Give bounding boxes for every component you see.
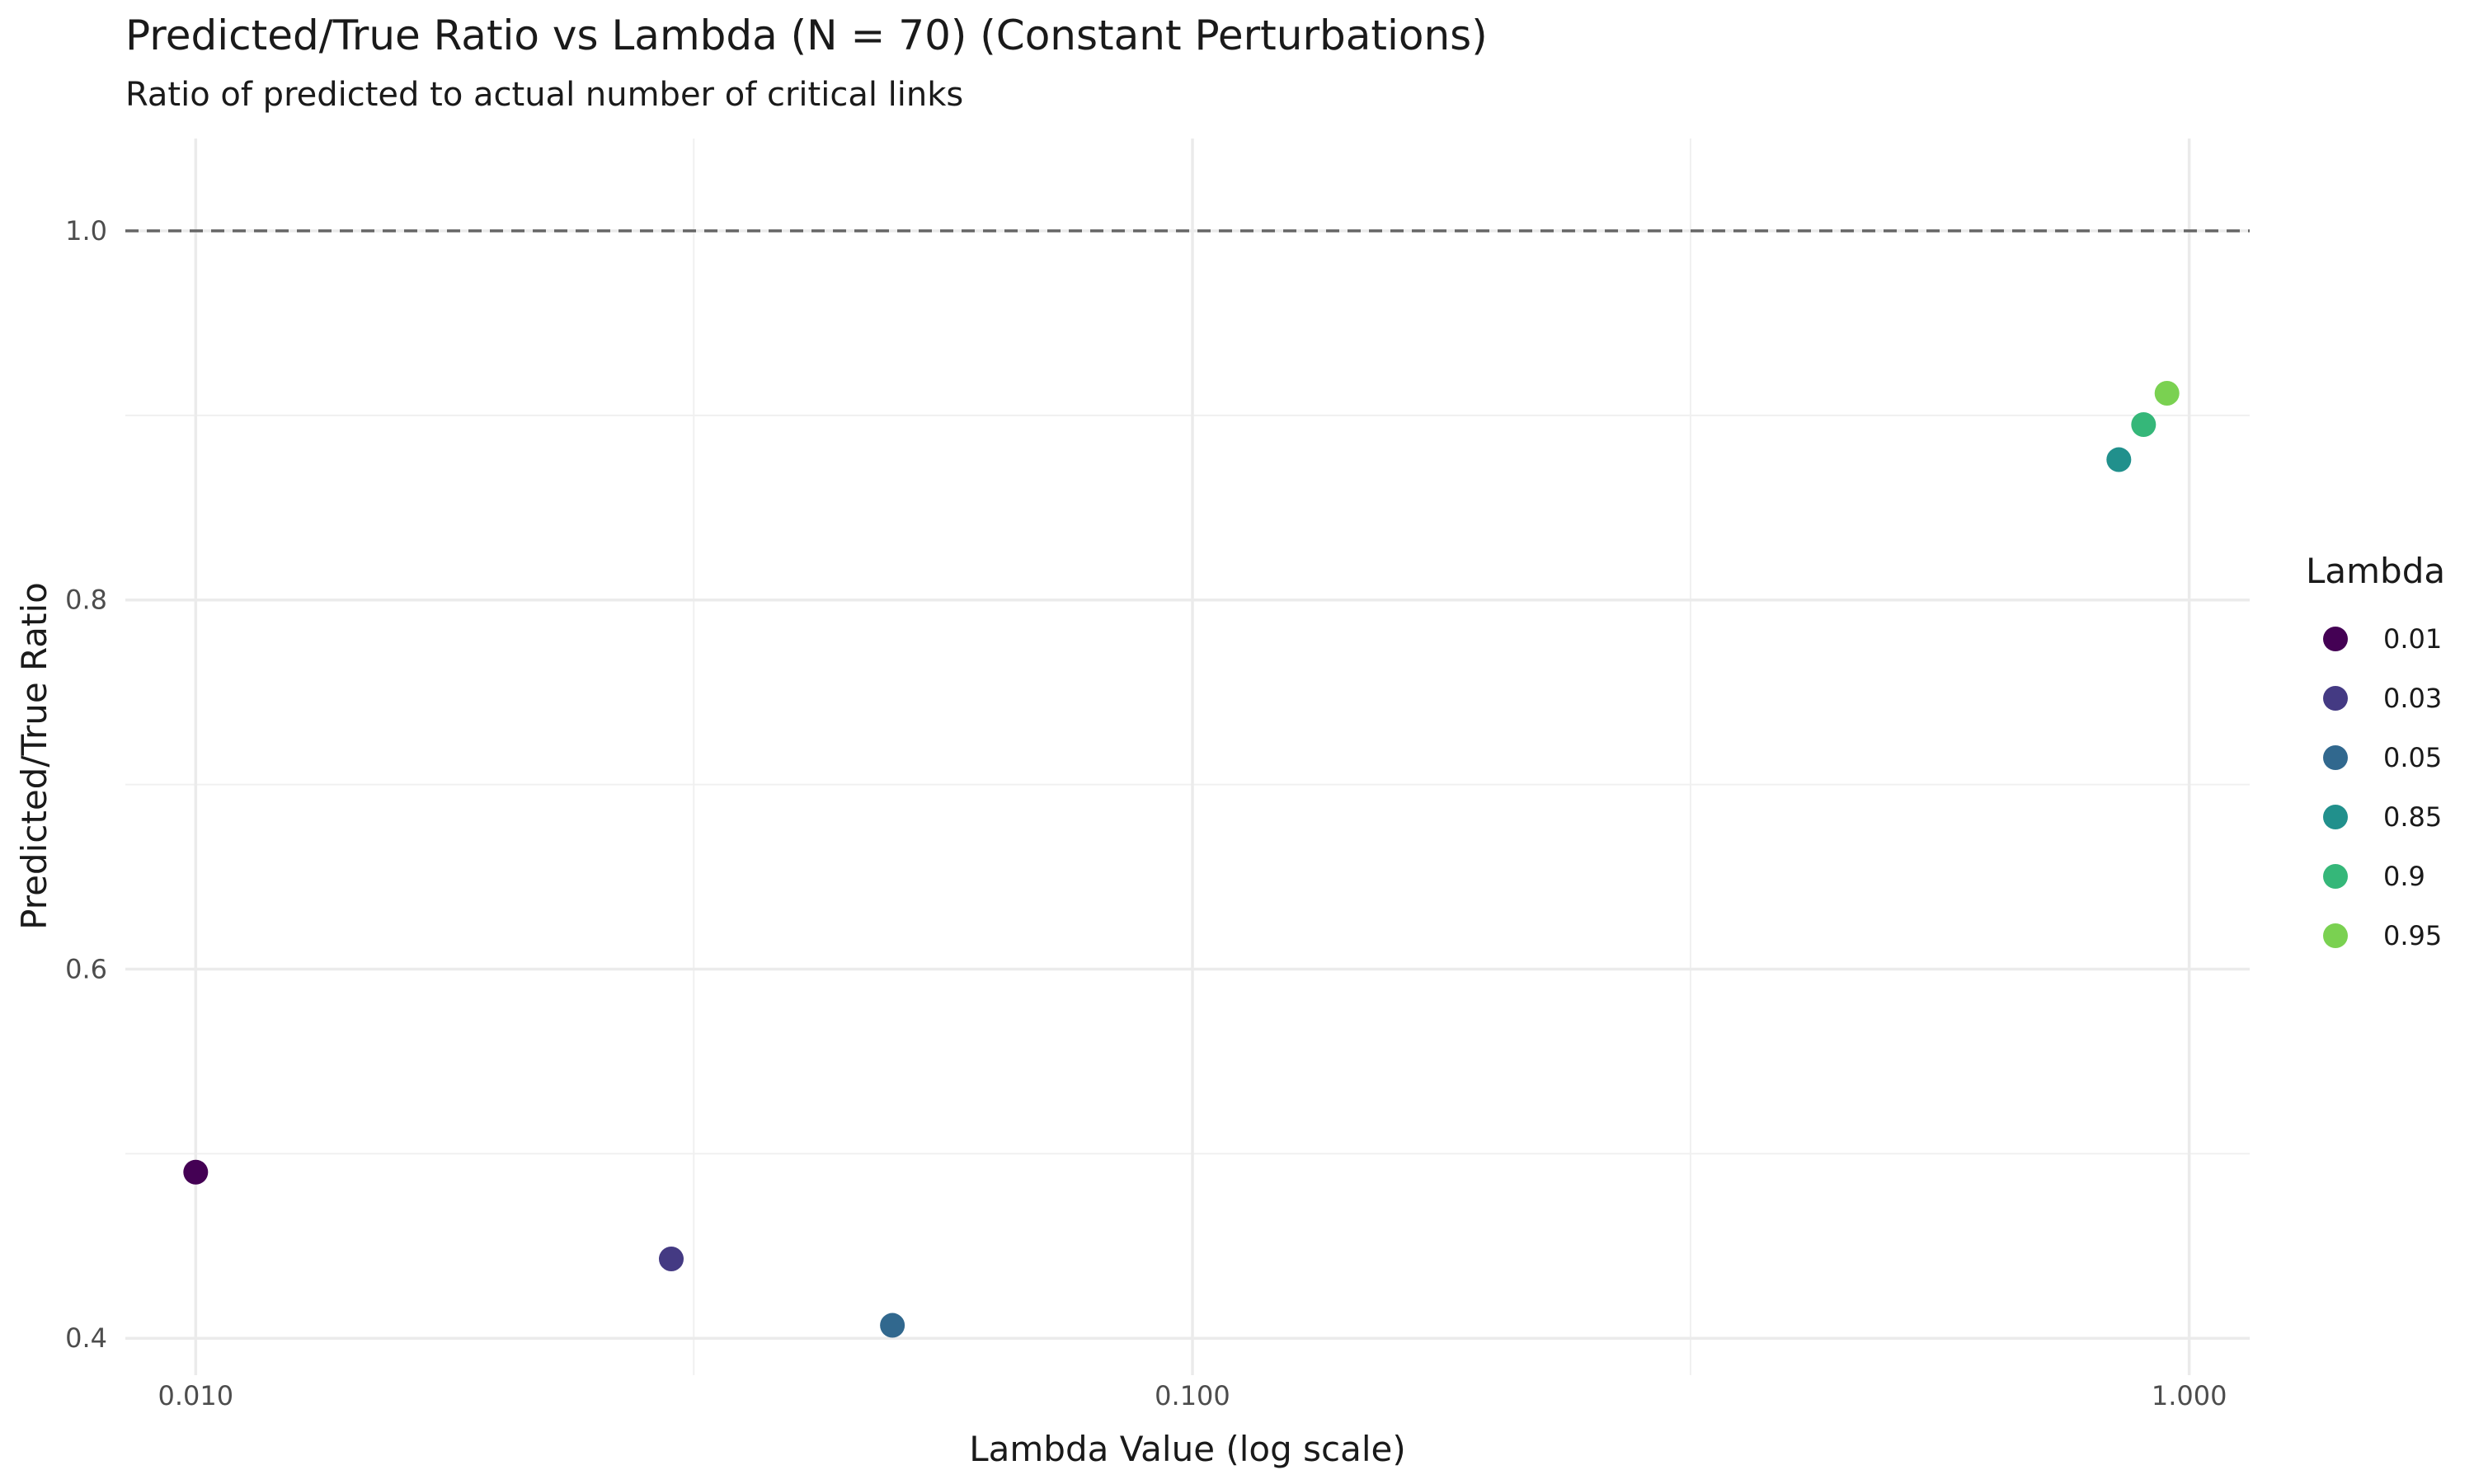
- legend-key: [2323, 923, 2348, 948]
- y-axis-title: Predicted/True Ratio: [14, 582, 54, 930]
- x-axis-title: Lambda Value (log scale): [969, 1429, 1406, 1469]
- legend-key: [2323, 686, 2348, 711]
- y-tick-label: 0.6: [65, 953, 107, 984]
- legend-key: [2323, 864, 2348, 889]
- y-tick-label: 0.8: [65, 585, 107, 616]
- legend: Lambda 0.01 0.03 0.05 0.85 0.9 0.95: [2306, 551, 2445, 951]
- x-tick-label: 1.000: [2152, 1380, 2227, 1411]
- legend-label: 0.9: [2383, 861, 2425, 892]
- legend-label: 0.95: [2383, 920, 2442, 951]
- legend-label: 0.03: [2383, 683, 2442, 714]
- data-point: [658, 1246, 684, 1271]
- x-tick-label: 0.100: [1155, 1380, 1230, 1411]
- chart-subtitle: Ratio of predicted to actual number of c…: [125, 76, 963, 114]
- y-tick-label: 0.4: [65, 1322, 107, 1354]
- legend-key: [2323, 805, 2348, 829]
- data-point: [2131, 412, 2157, 438]
- legend-key: [2323, 745, 2348, 770]
- data-point: [880, 1313, 905, 1338]
- data-point: [2154, 380, 2180, 406]
- legend-label: 0.01: [2383, 623, 2442, 655]
- data-point: [183, 1159, 209, 1185]
- y-axis-ticks: 0.4 0.6 0.8 1.0: [65, 215, 107, 1354]
- data-points: [183, 380, 2180, 1338]
- legend-key: [2323, 627, 2348, 651]
- x-axis-ticks: 0.010 0.100 1.000: [158, 1380, 2227, 1411]
- data-point: [2106, 447, 2132, 472]
- chart-title: Predicted/True Ratio vs Lambda (N = 70) …: [125, 12, 1488, 59]
- legend-label: 0.85: [2383, 801, 2442, 833]
- legend-label: 0.05: [2383, 742, 2442, 773]
- legend-title: Lambda: [2306, 551, 2445, 591]
- x-tick-label: 0.010: [158, 1380, 234, 1411]
- y-tick-label: 1.0: [65, 215, 107, 247]
- plot-grid: [125, 139, 2250, 1375]
